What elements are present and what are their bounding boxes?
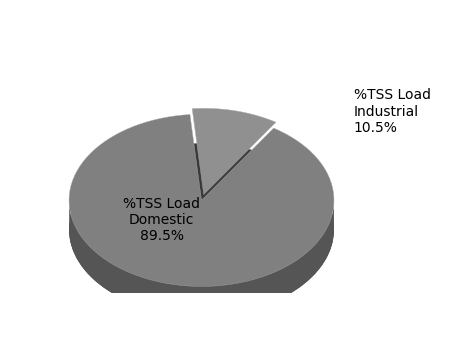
Polygon shape — [69, 115, 333, 286]
Polygon shape — [69, 203, 333, 315]
Ellipse shape — [69, 143, 333, 315]
Polygon shape — [192, 108, 275, 194]
Text: %TSS Load
Industrial
10.5%: %TSS Load Industrial 10.5% — [353, 88, 430, 135]
Text: %TSS Load
Domestic
89.5%: %TSS Load Domestic 89.5% — [123, 197, 200, 243]
